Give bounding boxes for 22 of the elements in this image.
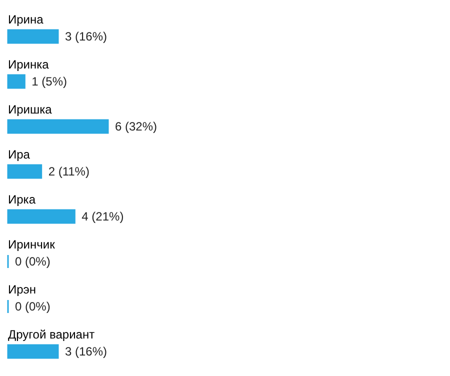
y-tick-label: Ира (8, 148, 30, 162)
y-tick-label: Ирэн (8, 282, 36, 296)
bar (7, 209, 76, 224)
bar (7, 29, 59, 44)
y-tick-label: Иринчик (8, 238, 56, 252)
bar (7, 119, 109, 134)
y-tick-label: Ирина (8, 12, 44, 26)
data-label: 1 (5%) (32, 74, 68, 88)
data-label: 0 (0%) (15, 300, 50, 314)
bar (7, 344, 59, 359)
bar (7, 74, 26, 89)
y-tick-label: Иришка (8, 102, 52, 116)
data-label: 6 (32%) (115, 120, 158, 134)
data-label: 4 (21%) (82, 210, 124, 224)
data-label: 0 (0%) (15, 254, 50, 268)
bar (7, 164, 42, 179)
data-label: 3 (16%) (65, 30, 108, 44)
y-tick-label: Другой вариант (8, 328, 96, 342)
y-tick-label: Ирка (8, 192, 36, 206)
data-label: 2 (11%) (48, 164, 90, 178)
y-tick-label: Иринка (8, 58, 50, 72)
data-label: 3 (16%) (65, 344, 108, 358)
